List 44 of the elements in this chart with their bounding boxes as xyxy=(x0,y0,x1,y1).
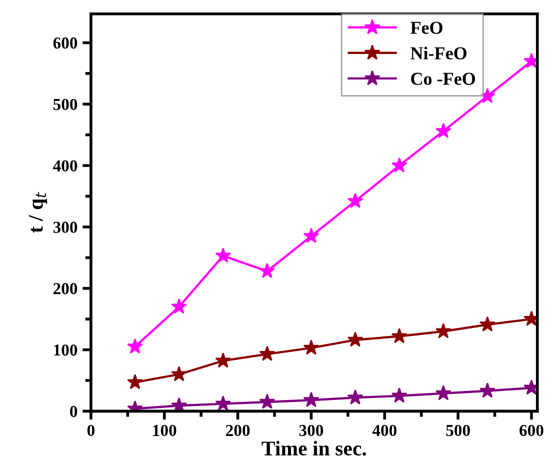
point xyxy=(479,316,496,332)
point xyxy=(127,374,143,390)
point xyxy=(127,338,143,354)
point xyxy=(215,395,232,411)
y-axis-title: t / q$_{t}$ xyxy=(28,192,48,233)
x-tick-label: 200 xyxy=(226,424,250,436)
point xyxy=(435,122,452,138)
point xyxy=(347,332,364,347)
point xyxy=(391,328,408,344)
point xyxy=(435,385,452,400)
point xyxy=(303,392,320,407)
y-tick-label: 500 xyxy=(53,98,78,110)
point xyxy=(171,397,188,412)
point xyxy=(171,366,188,382)
y-tick-label: 300 xyxy=(53,222,78,233)
y-tick-label: 200 xyxy=(53,283,78,294)
x-tick-label: 400 xyxy=(372,424,397,436)
point xyxy=(303,228,320,244)
point xyxy=(215,247,232,263)
point xyxy=(435,323,452,338)
x-tick-label: 100 xyxy=(153,424,176,436)
x-tick-label: 0 xyxy=(87,424,94,436)
point xyxy=(303,340,320,355)
point xyxy=(215,352,232,368)
point xyxy=(479,382,496,398)
y-tick-label: 100 xyxy=(54,344,78,356)
point xyxy=(259,262,276,278)
legend-label: Ni-FeO xyxy=(410,46,466,60)
point xyxy=(259,394,276,409)
point xyxy=(171,298,188,314)
y-tick-label: 600 xyxy=(53,37,78,49)
legend-label: Co -FeO xyxy=(411,72,476,85)
x-tick-label: 600 xyxy=(520,424,544,436)
point xyxy=(391,157,408,172)
point xyxy=(259,346,276,361)
y-tick-label: 400 xyxy=(52,160,78,172)
point xyxy=(347,389,364,405)
x-tick-label: 300 xyxy=(299,424,324,436)
x-tick-label: 500 xyxy=(446,424,470,436)
point xyxy=(391,387,408,403)
legend-label: FeO xyxy=(410,22,442,34)
x-axis-title: Time in sec. xyxy=(262,440,366,456)
y-tick-label: 0 xyxy=(70,406,78,418)
point xyxy=(347,192,364,208)
